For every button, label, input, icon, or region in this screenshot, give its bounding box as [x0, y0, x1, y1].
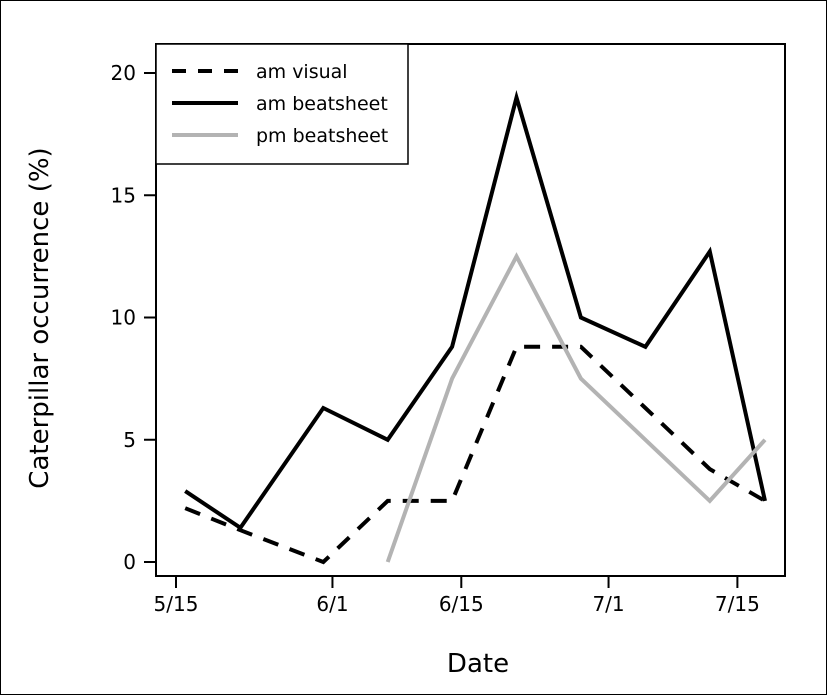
- y-axis-title: Caterpillar occurrence (%): [25, 147, 55, 488]
- series-line-am-beatsheet: [184, 89, 767, 531]
- series-layer: [184, 89, 767, 565]
- y-tick-label: 5: [123, 428, 136, 452]
- legend-label: am visual: [256, 61, 348, 83]
- y-axis: 0 5 10 15 20: [111, 61, 157, 574]
- legend-label: pm beatsheet: [256, 125, 388, 147]
- x-axis-title: Date: [447, 649, 509, 679]
- y-tick-label: 20: [111, 61, 136, 85]
- series-line-am-visual: [184, 344, 766, 565]
- y-tick-label: 15: [111, 183, 136, 207]
- x-tick-label: 7/15: [715, 592, 760, 616]
- x-axis: 5/15 6/1 6/15 7/1 7/15: [154, 575, 760, 616]
- y-tick-label: 0: [123, 550, 136, 574]
- series-line-pm-beatsheet: [385, 252, 767, 563]
- x-tick-label: 6/1: [316, 592, 348, 616]
- x-tick-label: 7/1: [592, 592, 624, 616]
- x-tick-label: 6/15: [439, 592, 484, 616]
- y-tick-label: 10: [111, 306, 136, 330]
- x-tick-label: 5/15: [154, 592, 199, 616]
- legend-label: am beatsheet: [256, 93, 388, 115]
- legend: am visual am beatsheet pm beatsheet: [155, 43, 409, 165]
